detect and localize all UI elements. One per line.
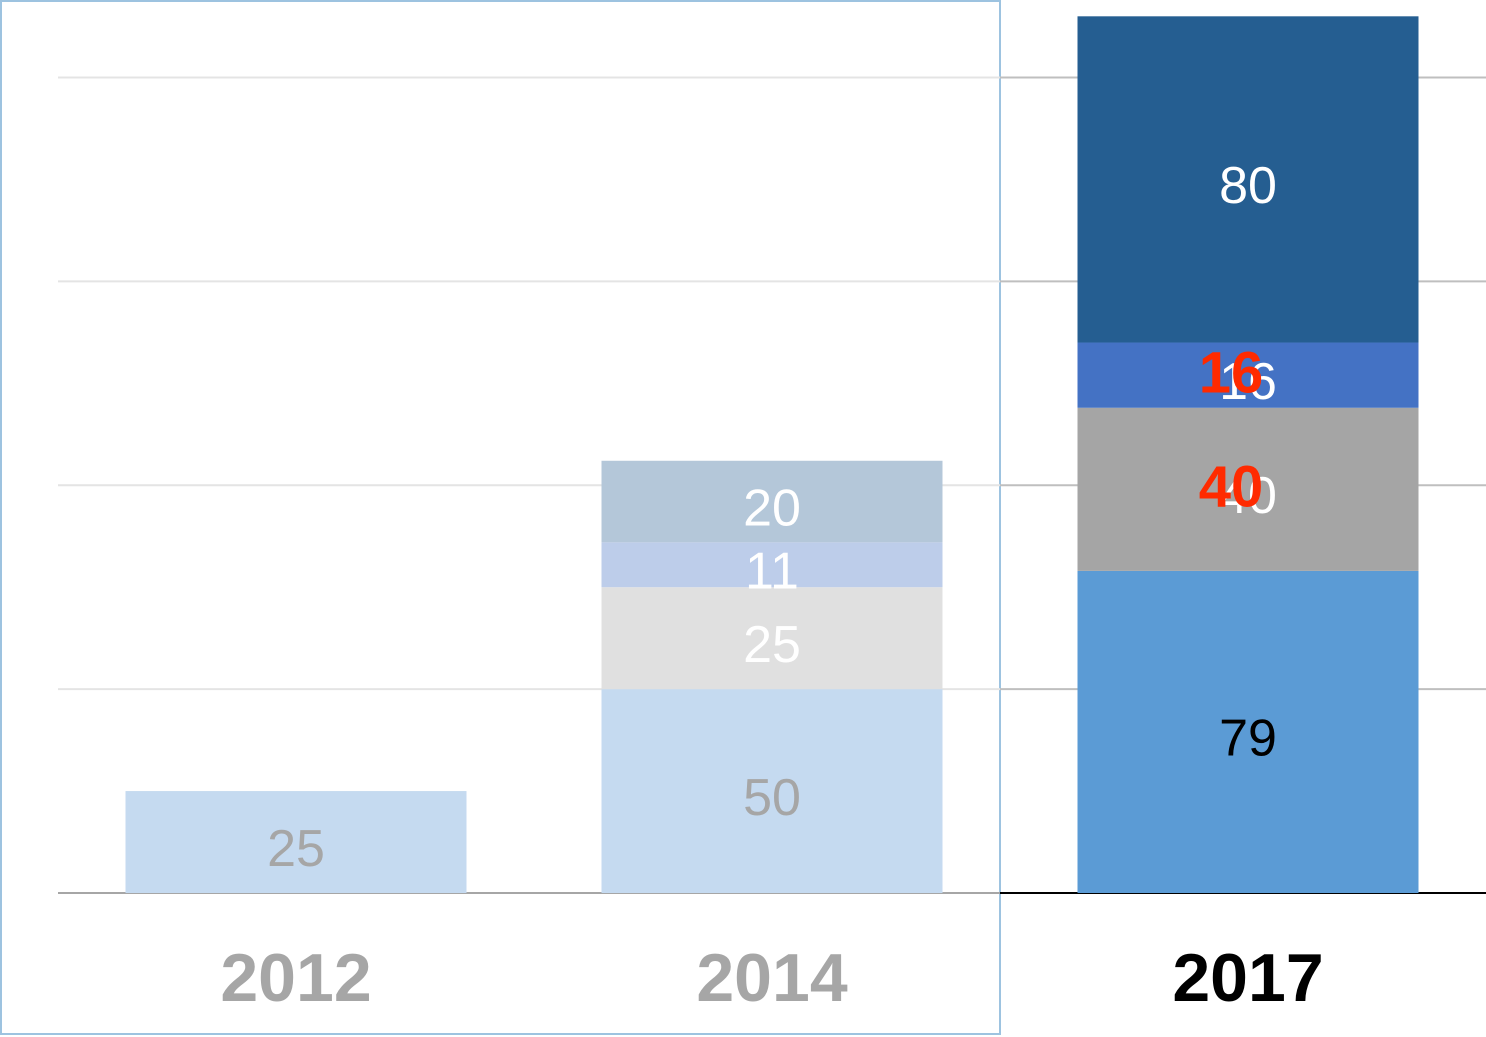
value-label: 20 bbox=[743, 479, 801, 537]
value-label: 79 bbox=[1219, 710, 1277, 768]
bar-segment bbox=[601, 542, 943, 588]
bar-segment bbox=[1077, 16, 1419, 343]
x-tick-label: 2014 bbox=[696, 940, 847, 1016]
x-tick-label: 2017 bbox=[1172, 940, 1323, 1016]
bar-segment bbox=[125, 791, 467, 893]
value-label: 25 bbox=[267, 820, 325, 878]
value-label: 80 bbox=[1219, 157, 1277, 215]
annotation: 16 bbox=[1199, 340, 1264, 405]
bar-segment bbox=[601, 460, 943, 543]
highlight-frame bbox=[0, 0, 1001, 1035]
bar-segment bbox=[1077, 570, 1419, 893]
value-label: 50 bbox=[743, 769, 801, 827]
value-label: 16 bbox=[1219, 353, 1277, 411]
bar-segment bbox=[1077, 342, 1419, 408]
value-label: 11 bbox=[745, 542, 799, 600]
bar-segment bbox=[1077, 407, 1419, 571]
bar-segment bbox=[601, 587, 943, 690]
value-label: 25 bbox=[743, 616, 801, 674]
annotation: 40 bbox=[1199, 455, 1264, 520]
bar-segment bbox=[601, 689, 943, 893]
value-label: 40 bbox=[1219, 467, 1277, 525]
x-tick-label: 2012 bbox=[220, 940, 371, 1016]
